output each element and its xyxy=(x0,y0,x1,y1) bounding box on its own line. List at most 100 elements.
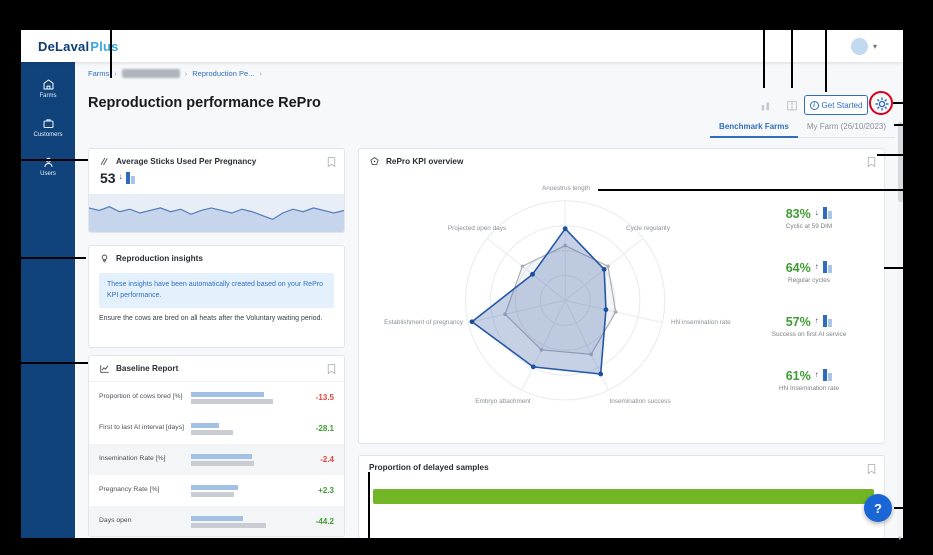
users-icon xyxy=(43,157,53,167)
row-value: +2.3 xyxy=(318,486,334,495)
farm-icon xyxy=(43,78,53,89)
kpi-list: 83% ↓ Cyclic at 59 DIM 64% ↑ Regular cyc… xyxy=(750,203,868,419)
kpi-value: 61% xyxy=(785,368,811,383)
breadcrumb-current[interactable]: Reproduction Pe... xyxy=(192,69,255,78)
card-title: RePro KPI overview xyxy=(386,157,464,166)
bar-chart-icon xyxy=(822,207,833,219)
bookmark-icon[interactable] xyxy=(867,156,876,168)
card-title: Average Sticks Used Per Pregnancy xyxy=(116,157,257,166)
radar-icon xyxy=(370,156,379,165)
tab-benchmark-farms[interactable]: Benchmark Farms xyxy=(710,118,798,138)
row-bars xyxy=(191,484,302,497)
reproduction-insights-card: Reproduction insights These insights hav… xyxy=(88,245,345,348)
benchmark-report-icon[interactable] xyxy=(759,99,773,113)
avatar[interactable] xyxy=(850,37,868,55)
delayed-samples-card: Proportion of delayed samples xyxy=(358,455,885,538)
row-label: First to last AI interval [days] xyxy=(99,424,184,432)
baseline-table: Proportion of cows bred [%] -13.5 First … xyxy=(89,382,344,536)
chevron-down-icon[interactable]: ▾ xyxy=(872,41,877,51)
trend-down-icon: ↓ xyxy=(814,208,819,217)
callout-line xyxy=(791,12,793,88)
sidebar-item-label: Farms xyxy=(39,92,57,99)
breadcrumb-farm-name-redacted[interactable] xyxy=(121,69,180,78)
callout-line xyxy=(877,154,921,156)
callout-line xyxy=(12,257,86,259)
callout-line xyxy=(893,102,921,104)
app-window: DeLavalPlus ▾ Farms Customers Users xyxy=(21,30,903,538)
callout-line xyxy=(110,12,112,78)
logo-delaval: DeLaval xyxy=(38,38,90,54)
kpi-label: Regular cycles xyxy=(788,277,830,284)
kpi-item: 64% ↑ Regular cycles xyxy=(750,257,868,311)
sidebar-item-farms[interactable]: Farms xyxy=(25,71,71,105)
insights-recommendation: Ensure the cows are bred on all heats af… xyxy=(99,315,323,322)
callout-line xyxy=(884,267,921,269)
trend-up-icon: ↑ xyxy=(814,316,819,325)
table-row: Days open -44.2 xyxy=(89,506,344,536)
user-menu[interactable]: ▾ xyxy=(850,37,877,55)
kpi-item: 57% ↑ Success on first AI service xyxy=(750,311,868,365)
insights-info-box: These insights have been automatically c… xyxy=(99,273,334,308)
get-started-button[interactable]: i Get Started xyxy=(804,95,868,115)
radar-axis-label: Insemination success xyxy=(609,398,671,405)
kpi-label: Cyclic at 59 DIM xyxy=(785,223,833,230)
scroll-down-arrow[interactable]: ▼ xyxy=(897,536,903,542)
top-bar: DeLavalPlus ▾ xyxy=(21,30,903,62)
sidebar-item-customers[interactable]: Customers xyxy=(25,110,71,144)
table-row: Pregnancy Rate [%] +2.3 xyxy=(89,475,344,506)
bookmark-icon[interactable] xyxy=(327,156,336,168)
radar-axis-label: HN insemination rate xyxy=(671,319,731,326)
callout-line xyxy=(12,159,88,161)
kpi-item: 83% ↓ Cyclic at 59 DIM xyxy=(750,203,868,257)
row-label: Proportion of cows bred [%] xyxy=(99,393,183,401)
trend-down-icon: ↓ xyxy=(118,172,123,181)
kpi-value-row: 53 ↓ xyxy=(100,171,136,185)
avg-sticks-card: Average Sticks Used Per Pregnancy 53 ↓ xyxy=(88,148,345,233)
card-title: Reproduction insights xyxy=(116,254,203,263)
chevron-right-icon: › xyxy=(114,69,117,78)
kpi-value: 64% xyxy=(785,260,811,275)
row-value: -28.1 xyxy=(315,424,334,433)
baseline-report-card: Baseline Report Proportion of cows bred … xyxy=(88,355,345,537)
bar-chart-icon xyxy=(822,369,833,381)
guide-book-icon[interactable] xyxy=(785,99,799,113)
sidebar-item-users[interactable]: Users xyxy=(25,149,71,183)
row-value: -13.5 xyxy=(315,393,334,402)
page-title: Reproduction performance RePro xyxy=(88,95,321,111)
callout-line xyxy=(894,124,921,126)
table-row: First to last AI interval [days] -28.1 xyxy=(89,413,344,444)
row-label: Days open xyxy=(99,517,132,525)
sidebar-item-label: Users xyxy=(40,170,56,177)
scrollbar-thumb[interactable] xyxy=(898,122,903,202)
callout-line xyxy=(598,189,921,191)
kpi-overview-card: RePro KPI overview Anoestrus length Cycl… xyxy=(358,148,885,444)
callout-line xyxy=(368,472,370,545)
card-title: Baseline Report xyxy=(116,364,179,373)
bookmark-icon[interactable] xyxy=(327,363,336,375)
bookmark-icon[interactable] xyxy=(867,463,876,475)
breadcrumb-farms[interactable]: Farms xyxy=(88,69,110,78)
scrollbar[interactable] xyxy=(898,122,903,536)
get-started-label: Get Started xyxy=(821,100,863,110)
delayed-samples-bar-fill xyxy=(373,489,874,504)
card-title: Proportion of delayed samples xyxy=(369,463,489,472)
callout-line xyxy=(12,362,88,364)
app-logo[interactable]: DeLavalPlus xyxy=(38,39,119,54)
callout-line xyxy=(894,507,921,509)
view-tabs: Benchmark Farms My Farm (26/10/2023) xyxy=(710,118,895,138)
row-label: Pregnancy Rate [%] xyxy=(99,486,160,494)
row-bars xyxy=(191,515,302,528)
row-bars xyxy=(191,453,302,466)
radar-axis-label: Embryo attachment xyxy=(475,398,531,405)
delayed-samples-bar xyxy=(373,489,874,504)
row-bars xyxy=(191,422,302,435)
help-button[interactable]: ? xyxy=(864,494,892,522)
card-header: Average Sticks Used Per Pregnancy xyxy=(89,149,344,174)
breadcrumb: Farms › › Reproduction Pe... › xyxy=(88,69,262,78)
card-header: Reproduction insights xyxy=(89,246,344,271)
kpi-label: Success on first AI service xyxy=(771,331,847,338)
tab-my-farm[interactable]: My Farm (26/10/2023) xyxy=(806,122,886,131)
table-row: Proportion of cows bred [%] -13.5 xyxy=(89,382,344,413)
bar-chart-icon xyxy=(822,315,833,327)
